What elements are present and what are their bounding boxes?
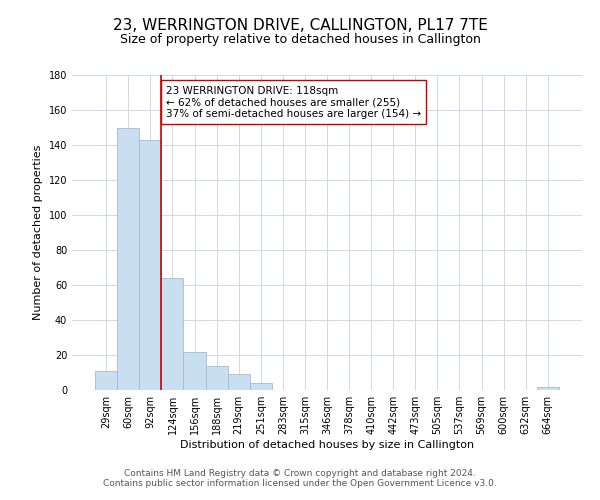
Bar bbox=[95, 371, 117, 390]
Y-axis label: Number of detached properties: Number of detached properties bbox=[33, 145, 43, 320]
Text: Contains HM Land Registry data © Crown copyright and database right 2024.: Contains HM Land Registry data © Crown c… bbox=[124, 468, 476, 477]
Text: Size of property relative to detached houses in Callington: Size of property relative to detached ho… bbox=[119, 32, 481, 46]
Bar bbox=[139, 140, 161, 390]
Bar bbox=[184, 352, 206, 390]
Bar bbox=[537, 386, 559, 390]
Text: 23, WERRINGTON DRIVE, CALLINGTON, PL17 7TE: 23, WERRINGTON DRIVE, CALLINGTON, PL17 7… bbox=[113, 18, 487, 32]
Bar bbox=[227, 374, 250, 390]
Bar bbox=[250, 383, 272, 390]
Bar bbox=[161, 278, 184, 390]
Bar bbox=[206, 366, 227, 390]
X-axis label: Distribution of detached houses by size in Callington: Distribution of detached houses by size … bbox=[180, 440, 474, 450]
Text: Contains public sector information licensed under the Open Government Licence v3: Contains public sector information licen… bbox=[103, 478, 497, 488]
Text: 23 WERRINGTON DRIVE: 118sqm
← 62% of detached houses are smaller (255)
37% of se: 23 WERRINGTON DRIVE: 118sqm ← 62% of det… bbox=[166, 86, 421, 118]
Bar bbox=[117, 128, 139, 390]
